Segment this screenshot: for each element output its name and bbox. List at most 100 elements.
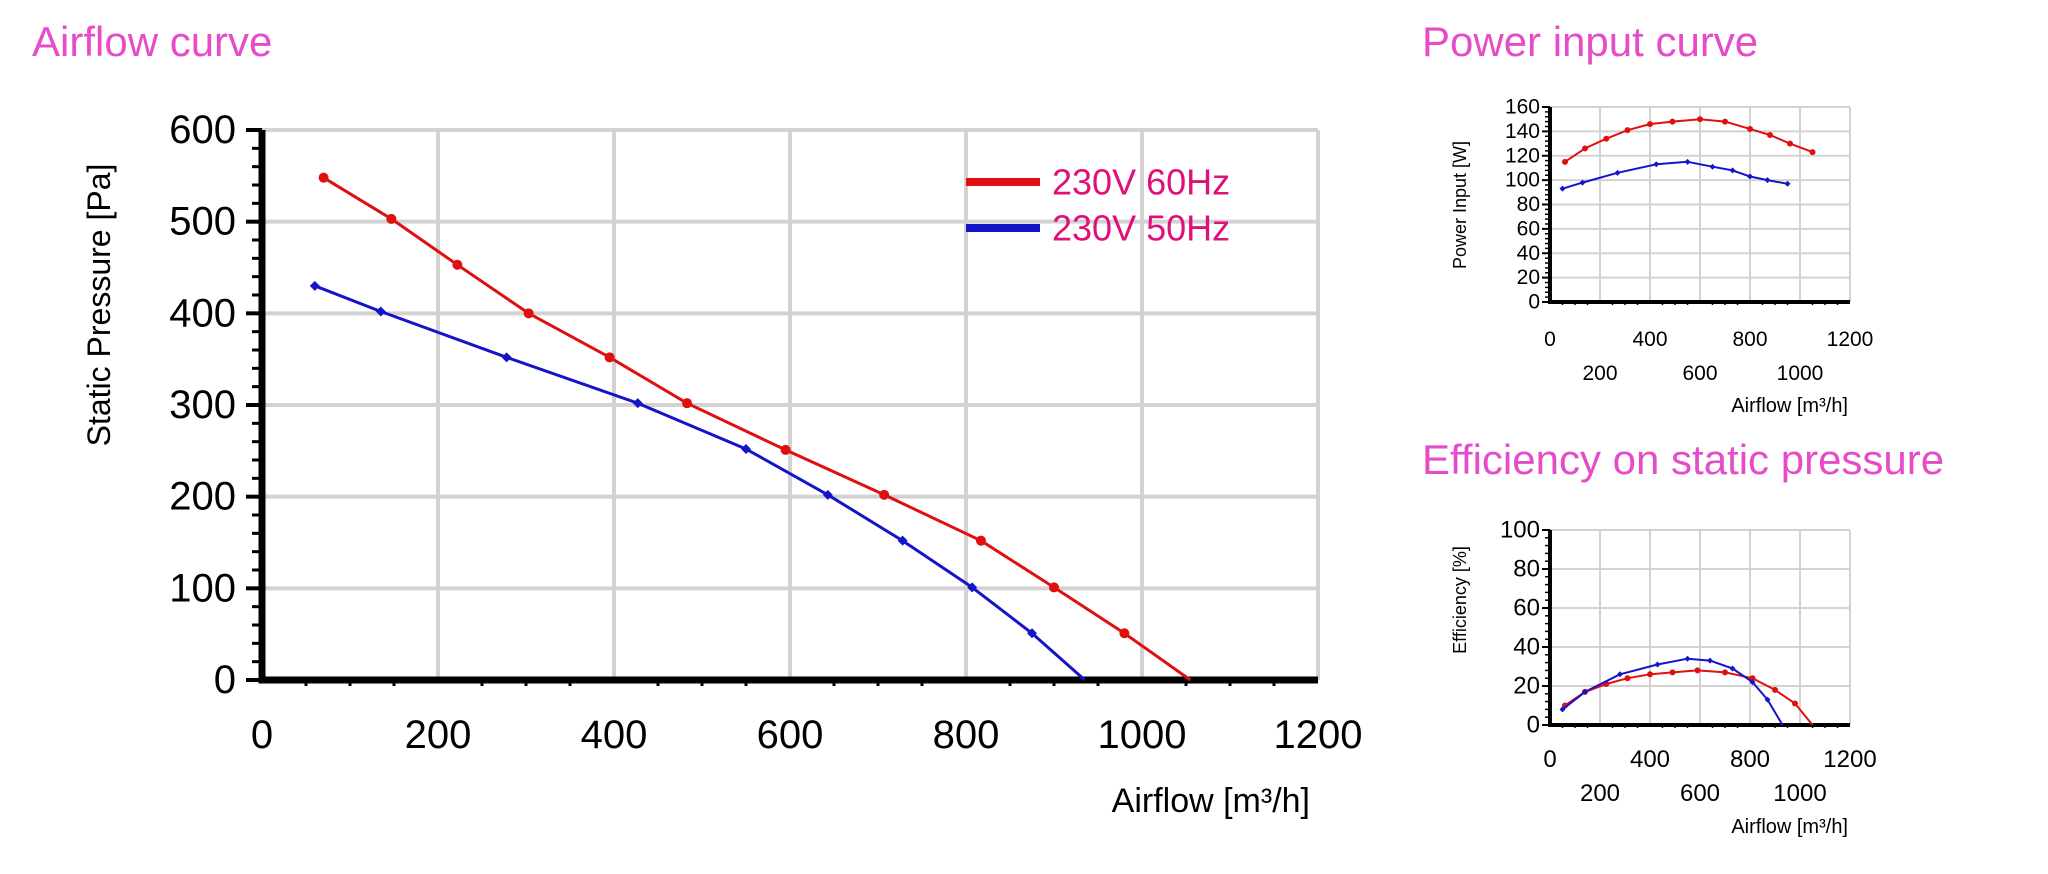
y-tick-label: 0 [214,658,236,702]
y-tick-label: 140 [1505,120,1540,143]
data-point [1654,661,1661,668]
series-0 [1562,667,1814,726]
y-axis-label: Efficiency [%] [1450,546,1470,654]
data-point [1767,132,1773,139]
data-point [1747,173,1753,180]
data-point [1764,177,1771,184]
series-line [1564,118,1813,163]
chart-2: 020406080100020040060080010001200Airflow… [1450,517,1877,839]
data-point [1647,671,1653,678]
series-0 [1562,116,1816,165]
x-axis-label: Airflow [m³/h] [1731,395,1848,417]
y-tick-label: 60 [1517,217,1540,240]
series-line [322,176,1192,682]
legend-label: 230V 50Hz [1052,208,1230,249]
data-point [1722,669,1728,676]
data-point [501,352,512,363]
data-point [1624,675,1631,682]
x-tick-label: 800 [933,713,1000,757]
data-point [386,213,397,224]
data-point [1684,158,1691,165]
data-point [1764,696,1771,703]
y-tick-label: 0 [1527,712,1540,739]
x-tick-label: 400 [1632,328,1667,351]
y-axis-label: Power Input [W] [1450,141,1470,269]
data-point [1603,135,1610,142]
efficiency-chart-title: Efficiency on static pressure [1422,436,1945,483]
x-tick-label: 600 [757,713,824,757]
data-point [452,259,463,270]
y-tick-label: 20 [1517,266,1540,289]
y-axis-label: Static Pressure [Pa] [81,164,117,447]
data-point [1027,628,1037,639]
series-1 [1559,158,1791,192]
y-tick-label: 100 [1500,517,1540,544]
data-point [1749,675,1756,682]
data-point [1694,667,1701,674]
x-tick-label: 800 [1730,746,1770,773]
data-point [1582,688,1588,695]
power-chart-title: Power input curve [1422,18,1759,65]
y-tick-label: 600 [169,108,236,152]
data-point [1614,169,1621,176]
series-1 [309,280,1086,682]
data-point [1722,118,1728,125]
data-point [879,489,890,500]
data-point [1784,180,1791,187]
data-point [1669,669,1676,676]
data-point [1697,116,1703,123]
y-tick-label: 300 [169,383,236,427]
data-point [897,535,908,546]
data-point [1559,706,1566,713]
y-tick-label: 120 [1505,144,1540,167]
y-tick-label: 500 [169,200,236,244]
data-point [604,352,615,363]
data-point [1562,158,1568,165]
y-tick-label: 400 [169,291,236,335]
x-tick-label: 1200 [1274,713,1363,757]
x-tick-label: 400 [581,713,648,757]
data-point [1747,125,1753,132]
data-point [1647,121,1653,128]
x-tick-label: 1000 [1773,780,1826,807]
x-tick-label: 1200 [1823,746,1876,773]
x-tick-label: 1200 [1827,328,1874,351]
data-point [967,582,978,593]
data-point [1684,655,1691,662]
x-tick-label: 200 [1582,362,1617,385]
data-point [1119,628,1130,639]
data-point [1624,127,1631,134]
x-axis-label: Airflow [m³/h] [1112,782,1310,820]
data-point [523,308,534,319]
series-1 [1559,655,1784,726]
data-point [780,444,791,455]
data-point [1617,671,1623,678]
series-line [1561,657,1784,726]
x-tick-label: 0 [1543,746,1556,773]
y-tick-label: 20 [1513,673,1540,700]
data-point [1792,700,1798,707]
data-point [375,306,386,317]
y-tick-label: 80 [1513,556,1540,583]
chart-0: 0 100 200 300 400 500 600 0 200 400 600 800 1000 1200… [81,108,1362,820]
y-tick-label: 80 [1517,193,1540,216]
chart-1: 0204060801001201401600200400600800100012… [1450,96,1873,418]
data-point [1709,163,1716,170]
data-point [1749,679,1756,686]
data-point [1579,179,1586,186]
x-tick-label: 200 [1580,780,1620,807]
y-tick-label: 100 [1505,169,1540,192]
y-tick-label: 0 [1528,291,1540,314]
series-line [314,284,1086,682]
data-point [632,398,643,409]
x-tick-label: 1000 [1098,713,1187,757]
data-point [1809,149,1816,156]
series-line [1564,669,1814,726]
data-point [741,444,751,454]
data-point [1559,185,1566,192]
airflow-chart-title: Airflow curve [32,18,273,65]
data-point [1049,582,1059,593]
x-tick-label: 600 [1682,362,1717,385]
x-tick-label: 800 [1732,328,1767,351]
series-line [1562,160,1788,190]
